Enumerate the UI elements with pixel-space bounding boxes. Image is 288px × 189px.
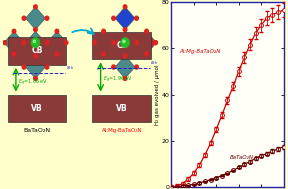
Circle shape <box>33 40 35 43</box>
Text: CB: CB <box>31 46 43 56</box>
Text: VB: VB <box>31 104 43 113</box>
Circle shape <box>3 41 7 45</box>
Circle shape <box>45 16 49 20</box>
Polygon shape <box>137 31 156 54</box>
Polygon shape <box>47 31 67 54</box>
Circle shape <box>123 40 125 43</box>
Circle shape <box>112 41 115 45</box>
Polygon shape <box>115 31 135 54</box>
Circle shape <box>135 65 138 69</box>
Circle shape <box>12 52 16 56</box>
Circle shape <box>123 76 127 81</box>
Polygon shape <box>115 56 135 78</box>
Circle shape <box>145 29 148 33</box>
Text: VB: VB <box>116 104 128 113</box>
Polygon shape <box>94 31 113 54</box>
Polygon shape <box>4 31 24 54</box>
Bar <box>8 94 67 122</box>
Circle shape <box>112 16 115 20</box>
Text: $\varepsilon_{th}$: $\varepsilon_{th}$ <box>150 59 159 67</box>
Circle shape <box>123 28 127 32</box>
Circle shape <box>34 28 37 32</box>
Circle shape <box>22 16 26 20</box>
Circle shape <box>45 65 49 69</box>
Circle shape <box>135 16 138 20</box>
Text: Al:Mg-BaTaO₂N: Al:Mg-BaTaO₂N <box>102 128 142 132</box>
Circle shape <box>55 29 59 33</box>
Circle shape <box>145 52 148 56</box>
Circle shape <box>22 65 26 69</box>
Circle shape <box>135 41 138 45</box>
Circle shape <box>34 76 37 81</box>
Circle shape <box>102 52 105 56</box>
Circle shape <box>22 41 26 45</box>
Circle shape <box>12 29 16 33</box>
Circle shape <box>93 41 96 45</box>
Bar <box>92 32 151 59</box>
Circle shape <box>123 54 127 58</box>
Circle shape <box>55 52 59 56</box>
Circle shape <box>31 38 40 48</box>
Text: $\varepsilon_{th}$: $\varepsilon_{th}$ <box>66 64 74 72</box>
Text: CB: CB <box>116 41 128 50</box>
Circle shape <box>121 38 130 48</box>
Circle shape <box>45 41 49 45</box>
Polygon shape <box>115 7 135 29</box>
Circle shape <box>64 41 68 45</box>
Text: BaTaO₂N: BaTaO₂N <box>24 128 51 132</box>
Polygon shape <box>26 56 46 78</box>
Polygon shape <box>26 31 46 54</box>
Text: $E_g$=1.96 eV: $E_g$=1.96 eV <box>103 75 133 85</box>
Circle shape <box>154 41 158 45</box>
Circle shape <box>112 65 115 69</box>
Circle shape <box>102 29 105 33</box>
Text: BaTaO₂N: BaTaO₂N <box>230 155 254 160</box>
Y-axis label: H₂ gas evolved / μmol: H₂ gas evolved / μmol <box>155 64 160 125</box>
Circle shape <box>123 5 127 9</box>
Polygon shape <box>26 7 46 29</box>
Text: Al:Mg-BaTaO₂N: Al:Mg-BaTaO₂N <box>179 49 221 54</box>
Bar <box>8 37 67 65</box>
Circle shape <box>34 54 37 58</box>
Text: $E_g$=1.86 eV: $E_g$=1.86 eV <box>18 77 48 88</box>
Circle shape <box>34 5 37 9</box>
Bar <box>92 94 151 122</box>
